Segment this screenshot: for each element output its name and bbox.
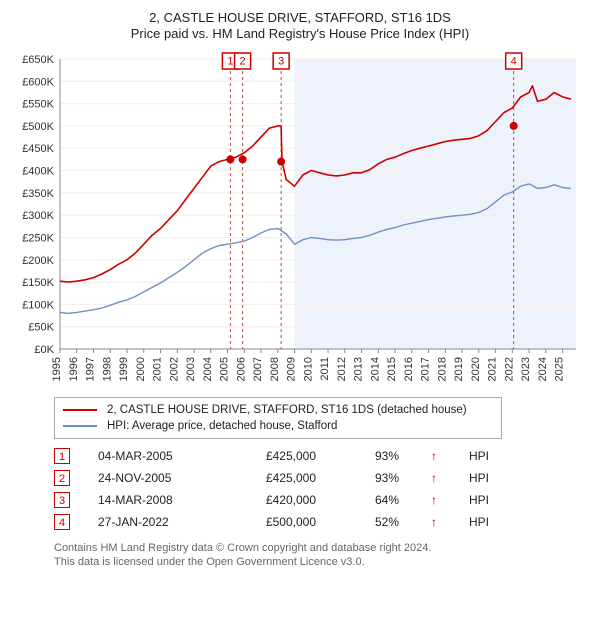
svg-text:1997: 1997	[85, 357, 97, 381]
svg-text:1996: 1996	[68, 357, 80, 381]
transaction-pct: 93%	[344, 471, 399, 485]
transaction-price: £425,000	[236, 449, 316, 463]
svg-text:2018: 2018	[436, 357, 448, 381]
svg-text:2008: 2008	[269, 357, 281, 381]
up-arrow-icon: ↑	[427, 493, 441, 507]
svg-text:2004: 2004	[202, 357, 214, 381]
svg-text:2014: 2014	[369, 357, 381, 381]
svg-text:£0K: £0K	[34, 344, 54, 356]
footer-line-2: This data is licensed under the Open Gov…	[54, 555, 586, 570]
svg-text:2000: 2000	[135, 357, 147, 381]
svg-text:£650K: £650K	[22, 54, 54, 66]
svg-text:£550K: £550K	[22, 98, 54, 110]
transaction-row: 1 04-MAR-2005 £425,000 93% ↑ HPI	[54, 445, 586, 467]
svg-text:2: 2	[240, 55, 246, 67]
svg-text:1995: 1995	[51, 357, 63, 381]
svg-text:£100K: £100K	[22, 299, 54, 311]
up-arrow-icon: ↑	[427, 515, 441, 529]
legend-swatch	[63, 409, 97, 411]
svg-text:1998: 1998	[101, 357, 113, 381]
footer-line-1: Contains HM Land Registry data © Crown c…	[54, 541, 586, 556]
svg-text:£500K: £500K	[22, 120, 54, 132]
transaction-date: 04-MAR-2005	[98, 449, 208, 463]
transaction-date: 27-JAN-2022	[98, 515, 208, 529]
line-chart: £0K £50K £100K £150K £200K £250K £300K £350K £40…	[14, 49, 586, 389]
svg-text:£150K: £150K	[22, 277, 54, 289]
svg-text:2017: 2017	[420, 357, 432, 381]
transaction-price: £500,000	[236, 515, 316, 529]
transaction-price: £425,000	[236, 471, 316, 485]
svg-text:2015: 2015	[386, 357, 398, 381]
svg-text:2012: 2012	[336, 357, 348, 381]
svg-text:4: 4	[511, 55, 517, 67]
svg-text:£50K: £50K	[28, 321, 54, 333]
svg-text:2002: 2002	[168, 357, 180, 381]
svg-text:2010: 2010	[302, 357, 314, 381]
footer-attribution: Contains HM Land Registry data © Crown c…	[54, 541, 586, 571]
transaction-badge: 1	[54, 448, 70, 464]
svg-text:2016: 2016	[403, 357, 415, 381]
svg-text:£400K: £400K	[22, 165, 54, 177]
transaction-suffix: HPI	[469, 515, 499, 529]
svg-text:3: 3	[278, 55, 284, 67]
chart-title: 2, CASTLE HOUSE DRIVE, STAFFORD, ST16 1D…	[14, 10, 586, 43]
transaction-pct: 93%	[344, 449, 399, 463]
svg-text:2007: 2007	[252, 357, 264, 381]
transaction-suffix: HPI	[469, 493, 499, 507]
transaction-date: 14-MAR-2008	[98, 493, 208, 507]
svg-text:2025: 2025	[554, 357, 566, 381]
transaction-price: £420,000	[236, 493, 316, 507]
transaction-badge: 3	[54, 492, 70, 508]
transaction-row: 3 14-MAR-2008 £420,000 64% ↑ HPI	[54, 489, 586, 511]
transactions-table: 1 04-MAR-2005 £425,000 93% ↑ HPI 2 24-NOV-2005 £…	[54, 445, 586, 533]
legend-swatch	[63, 425, 97, 427]
chart-area: £0K £50K £100K £150K £200K £250K £300K £350K £40…	[14, 49, 586, 389]
svg-text:2013: 2013	[353, 357, 365, 381]
svg-text:2024: 2024	[537, 357, 549, 381]
svg-text:2006: 2006	[235, 357, 247, 381]
up-arrow-icon: ↑	[427, 471, 441, 485]
transaction-date: 24-NOV-2005	[98, 471, 208, 485]
svg-text:1: 1	[227, 55, 233, 67]
svg-text:£300K: £300K	[22, 210, 54, 222]
transaction-badge: 2	[54, 470, 70, 486]
svg-text:2009: 2009	[286, 357, 298, 381]
svg-text:2005: 2005	[219, 357, 231, 381]
svg-text:2019: 2019	[453, 357, 465, 381]
svg-text:2022: 2022	[503, 356, 515, 380]
svg-text:1999: 1999	[118, 357, 130, 381]
transaction-badge: 4	[54, 514, 70, 530]
svg-text:£250K: £250K	[22, 232, 54, 244]
legend-item: 2, CASTLE HOUSE DRIVE, STAFFORD, ST16 1D…	[63, 402, 493, 418]
legend-item: HPI: Average price, detached house, Staf…	[63, 418, 493, 434]
legend-label: HPI: Average price, detached house, Staf…	[107, 420, 337, 432]
svg-text:2003: 2003	[185, 357, 197, 381]
transaction-pct: 52%	[344, 515, 399, 529]
title-line-2: Price paid vs. HM Land Registry's House …	[14, 26, 586, 42]
transaction-suffix: HPI	[469, 471, 499, 485]
transaction-suffix: HPI	[469, 449, 499, 463]
title-line-1: 2, CASTLE HOUSE DRIVE, STAFFORD, ST16 1D…	[14, 10, 586, 26]
svg-text:£200K: £200K	[22, 254, 54, 266]
transaction-pct: 64%	[344, 493, 399, 507]
legend-box: 2, CASTLE HOUSE DRIVE, STAFFORD, ST16 1D…	[54, 397, 502, 439]
transaction-row: 4 27-JAN-2022 £500,000 52% ↑ HPI	[54, 511, 586, 533]
svg-text:2020: 2020	[470, 357, 482, 381]
svg-text:£350K: £350K	[22, 187, 54, 199]
up-arrow-icon: ↑	[427, 449, 441, 463]
chart-page: 2, CASTLE HOUSE DRIVE, STAFFORD, ST16 1D…	[0, 0, 600, 620]
svg-text:£450K: £450K	[22, 143, 54, 155]
legend-label: 2, CASTLE HOUSE DRIVE, STAFFORD, ST16 1D…	[107, 404, 467, 416]
svg-text:2011: 2011	[319, 357, 331, 381]
svg-text:2021: 2021	[487, 357, 499, 381]
svg-text:2023: 2023	[520, 357, 532, 381]
transaction-row: 2 24-NOV-2005 £425,000 93% ↑ HPI	[54, 467, 586, 489]
svg-text:2001: 2001	[152, 357, 164, 381]
svg-text:£600K: £600K	[22, 76, 54, 88]
